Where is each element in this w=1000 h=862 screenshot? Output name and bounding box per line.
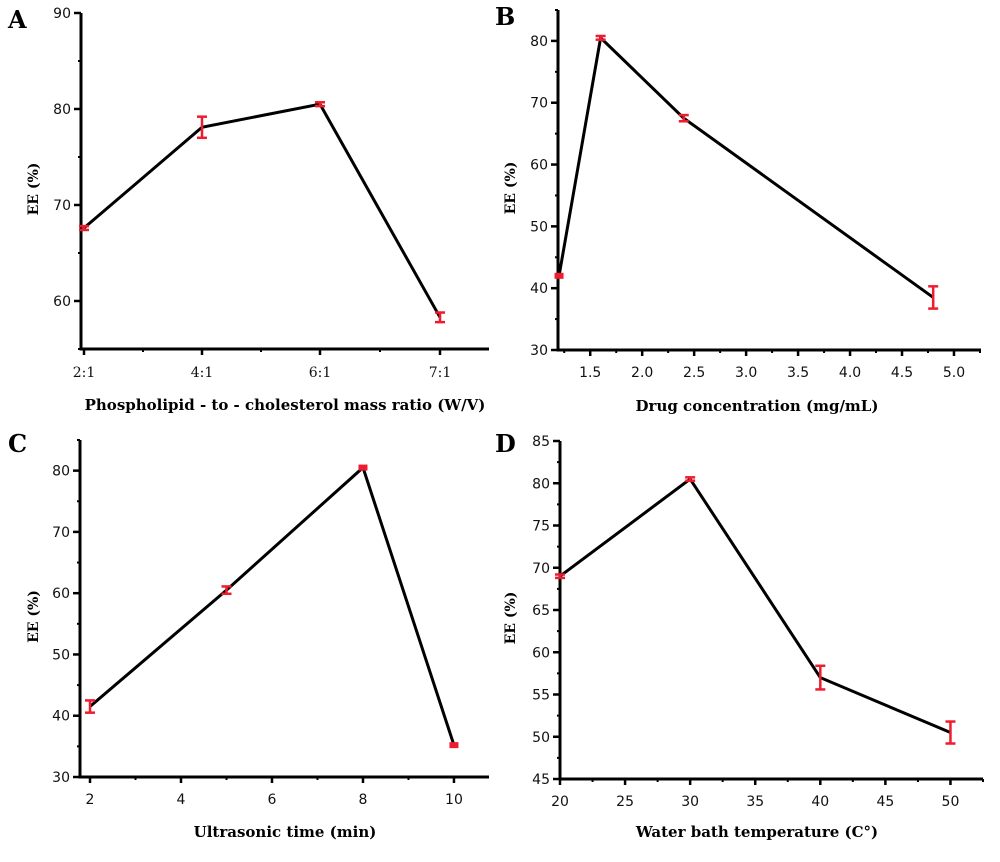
x-tick-label: 20 bbox=[551, 794, 569, 810]
data-point bbox=[315, 101, 325, 108]
x-tick-label: 50 bbox=[942, 794, 960, 810]
point-marker bbox=[449, 742, 459, 749]
y-tick-label: 80 bbox=[52, 464, 70, 480]
panel-b: B 30 40 50 60 70 80 1.5 2.0 2.5 3.0 3.5 4.0 4.5 5.0 Dru… bbox=[495, 2, 981, 415]
x-tick-label: 10 bbox=[445, 792, 463, 808]
x-axis-title: Ultrasonic time (min) bbox=[194, 823, 377, 841]
x-tick-label: 4:1 bbox=[191, 365, 214, 381]
y-tick-label: 60 bbox=[52, 586, 70, 602]
x-tick-label: 6:1 bbox=[309, 365, 332, 381]
x-axis-title: Drug concentration (mg/mL) bbox=[636, 397, 879, 415]
y-tick-label: 60 bbox=[530, 158, 548, 174]
y-axis-title: EE (%) bbox=[503, 592, 519, 645]
y-tick-label: 80 bbox=[53, 102, 71, 118]
data-point bbox=[197, 115, 207, 140]
y-tick-label: 70 bbox=[532, 561, 550, 577]
panel-letter: D bbox=[495, 429, 516, 458]
data-point bbox=[435, 311, 445, 324]
y-tick-label: 50 bbox=[52, 647, 70, 663]
panel-c: C 30 40 50 60 70 80 2 4 6 8 10 Ultrasonic time (min)… bbox=[8, 429, 489, 841]
y-tick-label: 75 bbox=[532, 519, 550, 535]
x-axis-title: Phospholipid - to - cholesterol mass rat… bbox=[85, 396, 486, 414]
x-tick-label: 4.5 bbox=[891, 365, 913, 381]
point-marker bbox=[358, 464, 368, 471]
x-tick-label: 25 bbox=[616, 794, 634, 810]
y-tick-label: 60 bbox=[53, 294, 71, 310]
y-tick-label: 60 bbox=[532, 645, 550, 661]
data-point bbox=[928, 285, 939, 310]
panel-letter: C bbox=[8, 429, 27, 458]
y-tick-label: 85 bbox=[532, 434, 550, 450]
y-tick-label: 70 bbox=[530, 96, 548, 112]
x-tick-label: 2.0 bbox=[631, 365, 653, 381]
series-line bbox=[89, 464, 456, 746]
x-tick-label: 8 bbox=[359, 792, 368, 808]
data-point bbox=[678, 113, 689, 123]
data-point bbox=[555, 573, 565, 580]
data-point bbox=[358, 464, 368, 471]
y-tick-label: 30 bbox=[530, 343, 548, 359]
x-tick-label: 3.0 bbox=[735, 365, 757, 381]
x-tick-label: 2:1 bbox=[73, 365, 96, 381]
y-tick-label: 40 bbox=[52, 709, 70, 725]
y-tick-label: 45 bbox=[532, 772, 550, 788]
data-point bbox=[685, 476, 696, 482]
data-point bbox=[221, 585, 232, 596]
x-tick-label: 30 bbox=[681, 794, 699, 810]
y-tick-label: 50 bbox=[530, 219, 548, 235]
y-tick-label: 80 bbox=[532, 476, 550, 492]
y-tick-label: 40 bbox=[530, 281, 548, 297]
x-tick-label: 3.5 bbox=[787, 365, 809, 381]
x-tick-label: 5.0 bbox=[943, 365, 965, 381]
data-point bbox=[554, 272, 564, 279]
y-axis-title: EE (%) bbox=[26, 163, 42, 216]
x-tick-label: 1.5 bbox=[579, 365, 601, 381]
panel-a: A 60 70 80 90 2:1 4:1 6:1 7:1 Phospholipid - to -… bbox=[7, 5, 489, 414]
y-axis-title: EE (%) bbox=[26, 590, 42, 643]
y-tick-label: 70 bbox=[52, 525, 70, 541]
series-line bbox=[557, 34, 935, 299]
data-point bbox=[945, 720, 956, 745]
y-tick-label: 65 bbox=[532, 603, 550, 619]
data-point bbox=[85, 699, 96, 714]
y-tick-label: 30 bbox=[52, 770, 70, 786]
x-tick-label: 7:1 bbox=[429, 365, 452, 381]
x-tick-label: 6 bbox=[268, 792, 277, 808]
x-tick-label: 2 bbox=[86, 792, 95, 808]
y-tick-label: 90 bbox=[53, 6, 71, 22]
data-point bbox=[815, 664, 826, 691]
x-tick-label: 4.0 bbox=[839, 365, 861, 381]
x-tick-label: 35 bbox=[746, 794, 764, 810]
x-tick-label: 4 bbox=[177, 792, 186, 808]
y-tick-label: 80 bbox=[530, 34, 548, 50]
panel-letter: B bbox=[495, 2, 515, 31]
x-tick-label: 40 bbox=[811, 794, 829, 810]
x-tick-label: 2.5 bbox=[683, 365, 705, 381]
data-point bbox=[595, 34, 606, 41]
point-marker bbox=[554, 272, 564, 279]
y-tick-label: 55 bbox=[532, 688, 550, 704]
x-tick-label: 45 bbox=[876, 794, 894, 810]
series-line bbox=[83, 102, 442, 319]
data-point bbox=[79, 224, 89, 232]
y-tick-label: 50 bbox=[532, 730, 550, 746]
series-line bbox=[559, 476, 952, 734]
y-tick-label: 70 bbox=[53, 198, 71, 214]
x-axis-title: Water bath temperature (C°) bbox=[635, 823, 878, 841]
data-point bbox=[449, 742, 459, 749]
panel-letter: A bbox=[7, 5, 27, 34]
panel-d: D 45 50 55 60 65 70 75 80 85 20 25 30 35 40 45 50 Water b… bbox=[495, 429, 984, 841]
y-axis-title: EE (%) bbox=[503, 162, 519, 215]
